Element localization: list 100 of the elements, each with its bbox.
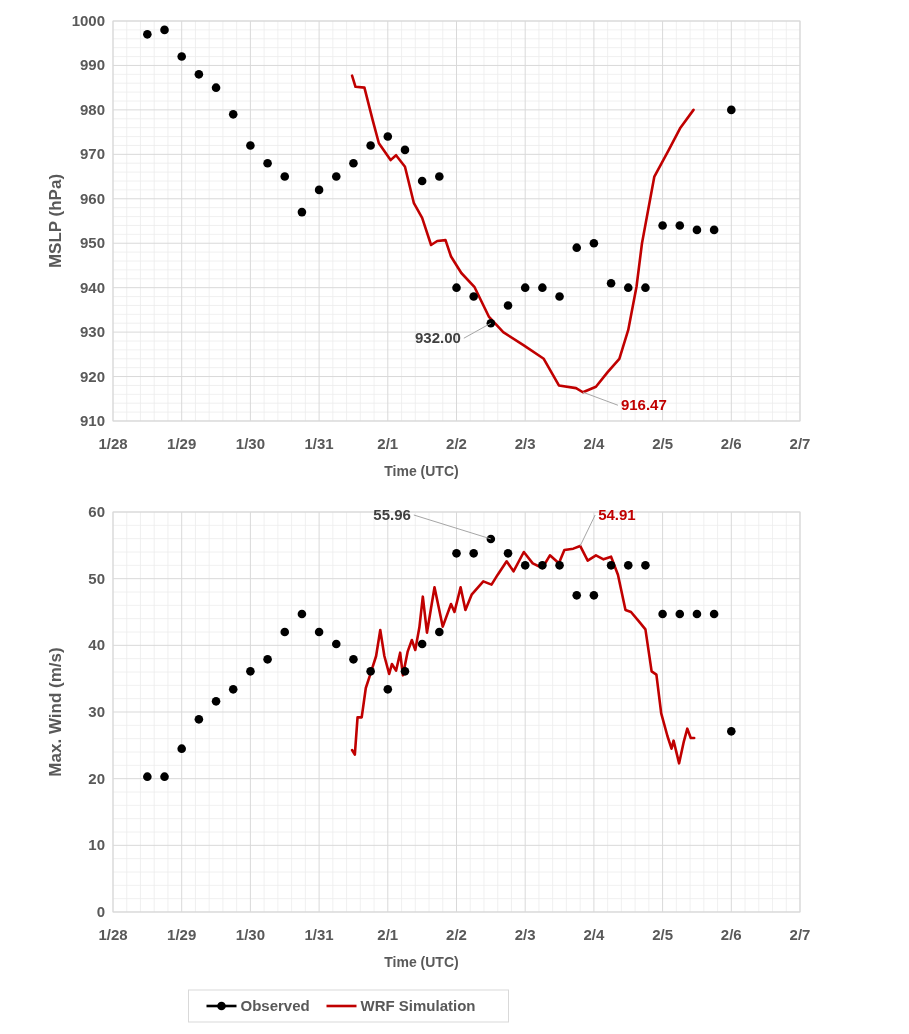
- point: [623, 561, 633, 570]
- point: [314, 627, 324, 637]
- point: [435, 627, 444, 637]
- x-tick-label: 1/29: [167, 435, 197, 452]
- point: [675, 221, 685, 230]
- x-tick-label: 1/29: [167, 926, 197, 943]
- point: [658, 221, 667, 230]
- point: [589, 591, 599, 600]
- point: [349, 158, 358, 168]
- point: [709, 225, 719, 235]
- annotation: 55.96: [373, 506, 411, 523]
- point: [503, 301, 513, 310]
- point: [520, 283, 530, 292]
- x-tick-label: 2/5: [652, 926, 674, 943]
- point: [469, 292, 478, 301]
- x-tick-label: 2/2: [446, 926, 467, 943]
- point: [194, 715, 204, 724]
- x-tick-label: 1/30: [235, 926, 265, 943]
- point: [727, 727, 736, 736]
- point: [503, 549, 513, 558]
- y-tick-label: 30: [88, 703, 105, 720]
- x-tick-label: 2/1: [377, 926, 399, 943]
- y-tick-label: 50: [88, 569, 105, 587]
- point: [538, 561, 547, 570]
- point: [349, 655, 358, 664]
- point: [331, 639, 341, 649]
- x-tick-label: 2/3: [514, 435, 536, 452]
- legend-label: WRF Simulation: [360, 997, 476, 1014]
- x-tick-label: 2/1: [377, 435, 399, 452]
- point: [417, 176, 427, 186]
- point: [641, 561, 650, 570]
- x-tick-label: 1/28: [98, 435, 128, 452]
- point: [400, 667, 410, 676]
- x-tick-label: 2/5: [652, 435, 674, 452]
- point: [297, 609, 307, 619]
- y-tick-label: 40: [88, 636, 105, 654]
- y-tick-label: 1000: [71, 12, 105, 29]
- point: [555, 561, 564, 570]
- point: [246, 141, 255, 150]
- point: [435, 172, 444, 181]
- y-tick-label: 60: [88, 503, 105, 520]
- x-tick-label: 1/30: [235, 435, 265, 452]
- point: [452, 549, 461, 558]
- point: [228, 110, 238, 119]
- annotation: 916.47: [620, 396, 667, 414]
- y-tick-label: 990: [79, 56, 105, 74]
- point: [452, 283, 461, 292]
- y-tick-label: 970: [79, 145, 105, 163]
- point: [469, 549, 478, 558]
- point: [211, 697, 221, 706]
- y-axis-title: MSLP (hPa): [46, 173, 65, 269]
- point: [228, 685, 238, 694]
- point: [641, 283, 650, 292]
- x-tick-label: 2/7: [789, 926, 811, 943]
- point: [555, 292, 564, 301]
- point: [160, 772, 169, 781]
- y-tick-label: 10: [88, 836, 105, 854]
- point: [623, 283, 633, 292]
- x-tick-label: 2/4: [583, 926, 605, 943]
- point: [143, 772, 152, 781]
- point: [400, 145, 410, 155]
- point: [538, 283, 547, 292]
- point: [246, 667, 255, 676]
- point: [709, 609, 719, 619]
- point: [177, 52, 186, 61]
- x-tick-label: 1/28: [98, 926, 128, 943]
- point: [297, 207, 307, 217]
- legend-label: Observed: [240, 997, 310, 1014]
- y-tick-label: 950: [79, 234, 105, 252]
- x-tick-label: 1/31: [304, 435, 334, 452]
- y-tick-label: 980: [79, 100, 105, 118]
- point: [143, 30, 152, 39]
- y-tick-label: 940: [79, 278, 105, 296]
- point: [383, 685, 393, 694]
- point: [675, 609, 685, 619]
- point: [211, 83, 221, 92]
- point: [280, 172, 290, 181]
- point: [263, 158, 272, 168]
- y-tick-label: 20: [88, 769, 105, 787]
- annotation: 54.91: [598, 506, 636, 523]
- y-axis-title: Max. Wind (m/s): [46, 647, 65, 777]
- point: [263, 655, 272, 664]
- point: [331, 172, 341, 181]
- x-axis-title: Time (UTC): [384, 954, 459, 970]
- y-tick-label: 0: [96, 903, 105, 920]
- y-tick-label: 960: [79, 189, 105, 207]
- x-tick-label: 2/6: [720, 926, 742, 943]
- point: [383, 132, 393, 141]
- point: [727, 105, 736, 115]
- x-tick-label: 2/4: [583, 435, 605, 452]
- point: [658, 609, 667, 619]
- point: [366, 141, 375, 150]
- annotation: 932.00: [414, 329, 461, 347]
- x-tick-label: 2/7: [789, 435, 811, 452]
- x-axis-title: Time (UTC): [384, 463, 459, 479]
- point: [606, 561, 616, 570]
- point: [314, 185, 324, 195]
- point: [366, 667, 375, 676]
- y-tick-label: 910: [79, 412, 105, 429]
- y-tick-label: 920: [79, 367, 105, 385]
